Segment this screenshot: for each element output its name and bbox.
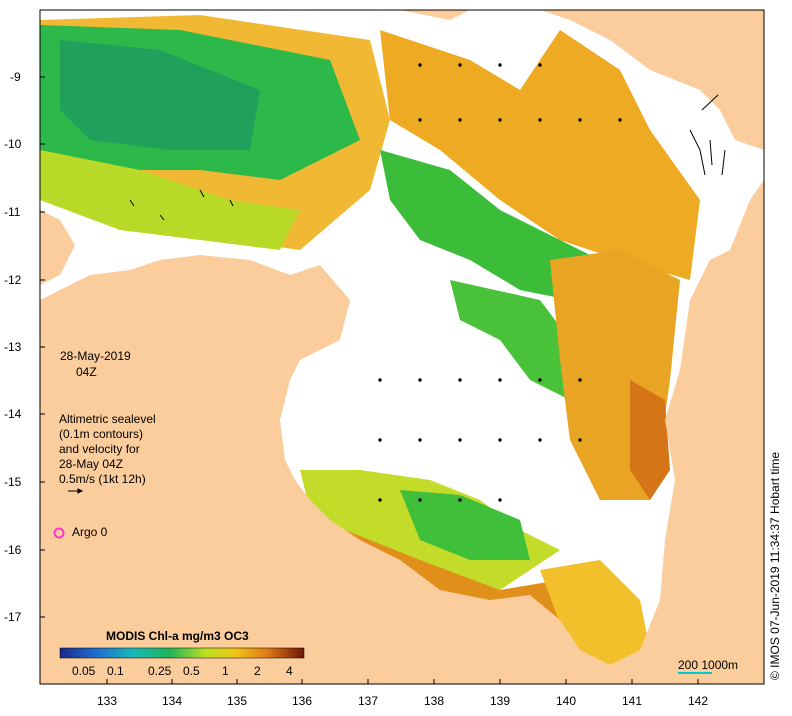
lon-ticks: [106, 679, 699, 684]
lat-label: -17: [4, 610, 22, 624]
lon-label: 136: [292, 694, 313, 708]
velocity-scale-arrow: [68, 488, 84, 494]
land-mainland: [40, 180, 764, 684]
colorbar-tick-3: 0.5: [183, 664, 200, 678]
lon-label: 134: [162, 694, 183, 708]
map-date: 28-May-2019: [60, 349, 131, 363]
lat-label: -15: [4, 475, 22, 489]
altimetry-line-4: 28-May 04Z: [59, 457, 124, 471]
scale-label: 200 1000m: [678, 658, 739, 672]
lon-label: 139: [490, 694, 511, 708]
imos-credit: © IMOS 07-Jun-2019 11:34:37 Hobart time: [768, 451, 782, 680]
lat-label: -16: [4, 543, 22, 557]
land-north-top: [400, 10, 470, 20]
chl-patch-east-coast: [630, 380, 670, 500]
lon-label: 141: [622, 694, 643, 708]
altimetry-line-2: (0.1m contours): [59, 427, 144, 441]
chl-patch-gulf-green: [380, 150, 600, 300]
altimetry-line-3: and velocity for: [59, 442, 140, 456]
argo-marker: [53, 527, 65, 539]
lon-label: 142: [688, 694, 709, 708]
lon-label: 137: [358, 694, 379, 708]
lat-label: -14: [4, 407, 22, 421]
chl-patch-yellowgreen: [40, 150, 300, 250]
chl-patch-northwest-dark: [60, 40, 260, 150]
colorbar-title: MODIS Chl-a mg/m3 OC3: [106, 629, 249, 643]
altimetry-line-1: Altimetric sealevel: [59, 412, 156, 426]
colorbar-tick-5: 2: [254, 664, 261, 678]
lon-label: 135: [227, 694, 248, 708]
colorbar-tick-0: 0.05: [72, 664, 96, 678]
lat-label: -10: [4, 137, 22, 151]
lat-label: -12: [4, 273, 22, 287]
colorbar-tick-4: 1: [222, 664, 229, 678]
lat-ticks: [40, 76, 45, 618]
lat-label: -11: [4, 205, 21, 219]
chl-patch-central-green: [450, 280, 570, 400]
land-cape-york: [540, 10, 764, 150]
lon-label: 133: [97, 694, 118, 708]
lat-label: -9: [10, 70, 21, 84]
land-island-west: [40, 210, 75, 285]
chl-patch-gulf-north: [380, 30, 700, 280]
map-time: 04Z: [76, 365, 97, 379]
colorbar-tick-1: 0.1: [107, 664, 124, 678]
argo-label: Argo 0: [72, 525, 108, 539]
altimetry-line-5: 0.5m/s (1kt 12h): [59, 472, 146, 486]
chl-patch-south-green: [400, 490, 530, 560]
lon-label: 140: [556, 694, 577, 708]
lon-label: 138: [424, 694, 445, 708]
colorbar-tick-2: 0.25: [148, 664, 172, 678]
colorbar-tick-6: 4: [286, 664, 293, 678]
lat-label: -13: [4, 340, 22, 354]
colorbar: [59, 647, 305, 659]
velocity-vectors: [129, 63, 726, 502]
